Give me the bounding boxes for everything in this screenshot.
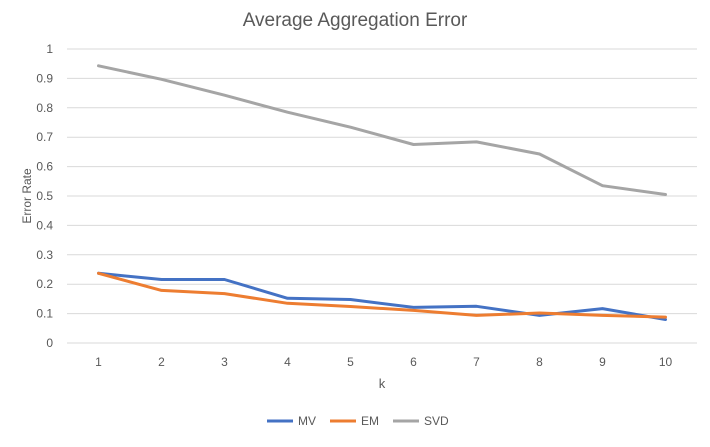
legend-label: EM [361,414,379,428]
x-tick-label: 2 [158,355,165,369]
y-tick-label: 0.8 [36,101,53,115]
gridlines [67,48,697,344]
y-tick-label: 0.7 [36,130,53,144]
y-tick-label: 0.2 [36,277,53,291]
legend: MV EM SVD [267,414,449,428]
chart-title: Average Aggregation Error [243,10,468,31]
y-axis-ticks: 0 0.1 0.2 0.3 0.4 0.5 0.6 0.7 0.8 0.9 1 [36,42,53,350]
x-tick-label: 9 [599,355,606,369]
x-tick-label: 8 [536,355,543,369]
x-tick-label: 6 [410,355,417,369]
x-tick-label: 10 [659,355,673,369]
legend-item-svd: SVD [393,414,449,428]
x-tick-label: 1 [95,355,102,369]
legend-item-mv: MV [267,414,316,428]
series-line-em [97,271,667,319]
x-tick-label: 7 [473,355,480,369]
y-tick-label: 0.6 [36,160,53,174]
legend-label: MV [298,414,316,428]
legend-label: SVD [424,414,449,428]
x-tick-label: 4 [284,355,291,369]
y-tick-label: 1 [46,42,53,56]
y-tick-label: 0.3 [36,248,53,262]
y-axis-label: Error Rate [20,168,34,224]
legend-item-em: EM [330,414,379,428]
x-axis-ticks: 1 2 3 4 5 6 7 8 9 10 [95,355,672,369]
series-line-mv [97,271,667,321]
y-tick-label: 0.9 [36,71,53,85]
y-tick-label: 0.1 [36,307,53,321]
y-tick-label: 0.4 [36,218,53,232]
y-tick-label: 0 [46,336,53,350]
series-lines [97,64,667,321]
y-tick-label: 0.5 [36,189,53,203]
series-line-svd [97,64,667,196]
x-tick-label: 3 [221,355,228,369]
x-axis-label: k [379,376,386,391]
x-tick-label: 5 [347,355,354,369]
